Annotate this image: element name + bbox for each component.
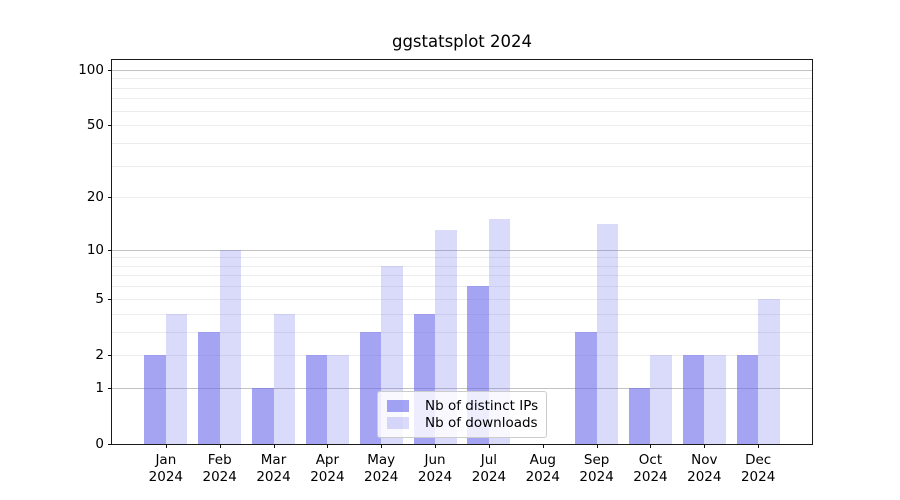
- y-gridline-minor: [112, 313, 812, 315]
- x-tick: [327, 444, 329, 448]
- y-gridline-minor: [112, 298, 812, 300]
- bar-distinct-ips-feb: [198, 331, 220, 444]
- y-gridline-minor: [112, 125, 812, 127]
- plot-area: Nb of distinct IPs Nb of downloads: [111, 59, 813, 445]
- bar-distinct-ips-may: [359, 331, 382, 444]
- x-tick: [488, 444, 490, 448]
- bar-distinct-ips-nov: [682, 354, 705, 444]
- bar-downloads-dec: [758, 298, 780, 444]
- bar-downloads-feb: [219, 249, 242, 444]
- x-tick-label: Jan 2024: [148, 452, 184, 485]
- y-tick-label: 20: [86, 189, 104, 206]
- y-gridline-minor: [112, 265, 812, 267]
- bar-distinct-ips-apr: [305, 354, 328, 444]
- bar-downloads-mar: [273, 313, 296, 444]
- x-tick: [165, 444, 167, 448]
- y-gridline-minor: [112, 142, 812, 144]
- x-tick-label: Apr 2024: [310, 452, 345, 485]
- y-tick: [108, 387, 112, 389]
- y-gridline-minor: [112, 110, 812, 112]
- y-tick-label: 0: [95, 436, 104, 452]
- x-tick: [542, 444, 544, 448]
- y-tick: [108, 197, 112, 199]
- legend-swatch-downloads: [387, 416, 409, 429]
- x-tick-label: Jun 2024: [417, 452, 453, 485]
- x-tick: [381, 444, 383, 448]
- x-tick-label: Sep 2024: [579, 452, 614, 485]
- x-tick-label: Nov 2024: [687, 452, 722, 485]
- x-tick: [758, 444, 760, 448]
- y-tick: [108, 69, 112, 71]
- y-tick-label: 1: [95, 379, 104, 396]
- legend-item-distinct-ips: Nb of distinct IPs: [387, 398, 539, 415]
- y-tick: [108, 125, 112, 127]
- y-tick: [108, 354, 112, 356]
- legend-label-downloads: Nb of downloads: [425, 414, 538, 431]
- y-gridline-minor: [112, 275, 812, 277]
- bar-downloads-sep: [596, 224, 619, 444]
- chart-title: ggstatsplot 2024: [391, 32, 533, 51]
- y-gridline-minor: [112, 197, 812, 199]
- y-tick: [108, 444, 112, 445]
- bar-downloads-oct: [650, 354, 672, 444]
- y-gridline-minor: [112, 78, 812, 80]
- x-tick-label: Dec 2024: [740, 452, 776, 485]
- y-tick-label: 10: [86, 241, 104, 258]
- x-tick: [704, 444, 706, 448]
- y-gridline-major: [112, 69, 812, 71]
- bar-downloads-jan: [165, 313, 188, 444]
- y-tick-label: 100: [78, 61, 104, 78]
- x-tick-label: Oct 2024: [633, 452, 668, 485]
- legend-item-downloads: Nb of downloads: [387, 414, 538, 432]
- legend-swatch-distinct-ips: [387, 400, 409, 413]
- bar-downloads-apr: [327, 354, 349, 444]
- x-tick: [435, 444, 437, 448]
- y-tick-label: 5: [95, 290, 104, 307]
- x-tick-label: Aug 2024: [525, 452, 560, 485]
- legend-label-distinct-ips: Nb of distinct IPs: [425, 398, 539, 415]
- bar-distinct-ips-oct: [628, 387, 651, 444]
- bar-downloads-nov: [704, 354, 726, 444]
- y-tick-label: 50: [86, 117, 104, 134]
- x-tick: [219, 444, 221, 448]
- y-gridline-minor: [112, 257, 812, 259]
- bar-distinct-ips-jan: [144, 354, 166, 444]
- y-gridline-minor: [112, 165, 812, 167]
- y-tick: [108, 249, 112, 251]
- y-gridline-minor: [112, 286, 812, 288]
- y-gridline-major: [112, 249, 812, 251]
- bar-distinct-ips-sep: [575, 331, 597, 444]
- x-tick-label: Feb 2024: [202, 452, 237, 485]
- legend: Nb of distinct IPs Nb of downloads: [377, 391, 547, 438]
- x-tick: [273, 444, 275, 448]
- x-tick-label: May 2024: [364, 452, 399, 485]
- x-tick: [650, 444, 652, 448]
- bar-downloads-jul: [488, 219, 511, 444]
- y-tick-label: 2: [95, 346, 104, 363]
- bar-downloads-jun: [435, 230, 457, 444]
- y-gridline-major: [112, 387, 812, 389]
- bar-distinct-ips-mar: [252, 387, 274, 444]
- y-tick: [108, 298, 112, 300]
- y-gridline-minor: [112, 331, 812, 333]
- x-tick-label: Jul 2024: [471, 452, 507, 485]
- y-gridline-minor: [112, 98, 812, 100]
- bar-distinct-ips-dec: [736, 354, 759, 444]
- y-gridline-minor: [112, 354, 812, 356]
- y-gridline-minor: [112, 87, 812, 89]
- x-tick: [596, 444, 598, 448]
- x-tick-label: Mar 2024: [256, 452, 291, 485]
